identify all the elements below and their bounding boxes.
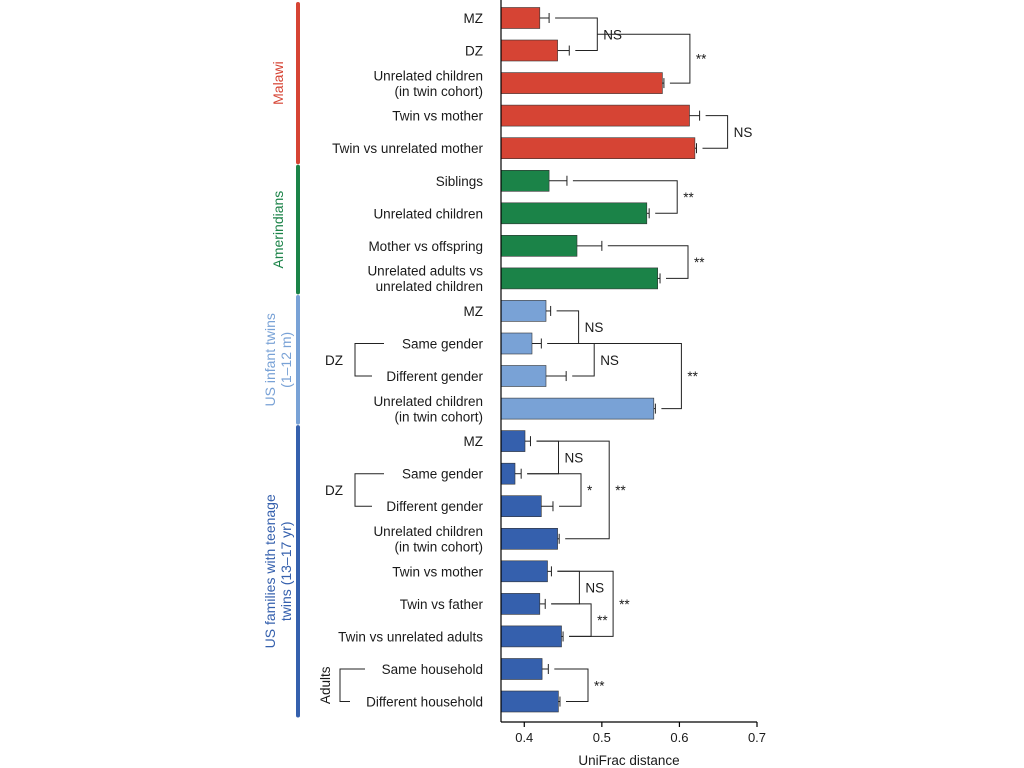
bar [500, 495, 542, 518]
bar [500, 430, 526, 452]
comparison-label: ** [597, 613, 608, 628]
comparison-label: ** [687, 369, 698, 384]
comparison-bracket [607, 245, 689, 279]
bar-label: Unrelated adults vs unrelated children [367, 264, 483, 295]
bar [500, 593, 541, 615]
bar [500, 104, 690, 127]
comparison-label: ** [619, 597, 630, 612]
sub-bracket [354, 343, 384, 377]
group-label: US families with teenagetwins (13–17 yr) [262, 494, 294, 648]
bar [500, 365, 547, 387]
comparison-bracket [554, 668, 589, 702]
comparison-bracket [547, 310, 580, 344]
bar-label: Unrelated children [373, 206, 483, 221]
comparison-label: ** [696, 52, 707, 67]
bar-label: Unrelated children (in twin cohort) [373, 68, 483, 99]
group-labels: Malawi Amerindians US infant twins(1–12 m)… [262, 2, 300, 718]
comparison-label: ** [683, 190, 694, 205]
bar-label: Mother vs offspring [368, 239, 483, 254]
comparison-label: NS [585, 320, 604, 335]
sub-label: Adults [318, 666, 333, 704]
bar-label: Different household [366, 695, 483, 710]
group-label: Malawi [270, 61, 286, 105]
bar [500, 625, 562, 648]
bar [500, 39, 558, 62]
bar [500, 7, 541, 29]
bar [500, 170, 550, 192]
bar-label: MZ [464, 11, 484, 26]
bar-label: Same household [382, 662, 483, 677]
bar [500, 397, 655, 420]
bar-label: Siblings [436, 174, 484, 189]
sub-bracket [339, 668, 365, 703]
bar [500, 235, 578, 257]
bar [500, 690, 559, 713]
comparison-bracket [702, 115, 729, 149]
comparison-bracket [547, 343, 595, 377]
bar-label: Twin vs mother [392, 109, 483, 124]
comparison-bracket [572, 180, 678, 214]
comparison-label: ** [615, 483, 626, 498]
bars [500, 7, 701, 713]
bar-label: MZ [464, 304, 484, 319]
comparison-bracket [597, 33, 691, 84]
bar [500, 72, 663, 94]
bar-label: Different gender [386, 499, 483, 514]
comparison-label: * [587, 483, 593, 498]
comparison-bracket [527, 440, 559, 475]
bar [500, 658, 543, 680]
bar-label: Same gender [402, 337, 484, 352]
comparison-bracket [527, 473, 582, 507]
sub-labels: DZ DZ Adults [318, 343, 384, 704]
sub-label: DZ [325, 483, 343, 498]
bar-label: Unrelated children (in twin cohort) [373, 524, 483, 555]
comparison-bracket [551, 570, 580, 605]
x-axis-title: UniFrac distance [578, 753, 679, 768]
group-label: Amerindians [270, 191, 286, 269]
bar-label: DZ [465, 44, 483, 59]
x-axis: 0.4 0.5 0.6 0.7 UniFrac distance [500, 0, 766, 768]
bar [500, 267, 658, 290]
bar-label: Twin vs unrelated mother [332, 141, 483, 156]
comparison-label: NS [600, 353, 619, 368]
bar-labels: MZ DZ Unrelated children (in twin cohort) Tw… [332, 11, 483, 710]
bar [500, 300, 547, 322]
bar-label: Twin vs father [400, 597, 484, 612]
comparison-label: NS [565, 450, 584, 465]
bar-label: Twin vs unrelated adults [338, 629, 483, 644]
group-label: US infant twins(1–12 m) [262, 313, 294, 406]
sub-label: DZ [325, 353, 343, 368]
bar-label: Same gender [402, 467, 484, 482]
comparison-label: NS [585, 581, 604, 596]
comparison-bracket [557, 570, 614, 637]
bar-label: Twin vs mother [392, 564, 483, 579]
bar [500, 527, 558, 550]
x-tick-label: 0.6 [670, 730, 688, 745]
comparison-label: NS [734, 125, 753, 140]
sub-bracket [354, 473, 384, 507]
comparison-bracket [594, 343, 682, 410]
bar [500, 462, 516, 485]
bar [500, 137, 696, 159]
bar-label: MZ [464, 434, 484, 449]
bar [500, 202, 648, 225]
comparison-label: ** [594, 678, 605, 693]
x-tick-label: 0.7 [748, 730, 766, 745]
comparison-label: ** [694, 255, 705, 270]
bar-label: Unrelated children (in twin cohort) [373, 394, 483, 425]
bar-label: Different gender [386, 369, 483, 384]
comparison-bracket [555, 17, 598, 51]
bar [500, 560, 548, 583]
comparison-bracket [536, 440, 610, 540]
bar [500, 332, 533, 355]
x-tick-label: 0.4 [515, 730, 533, 745]
x-tick-label: 0.5 [593, 730, 611, 745]
